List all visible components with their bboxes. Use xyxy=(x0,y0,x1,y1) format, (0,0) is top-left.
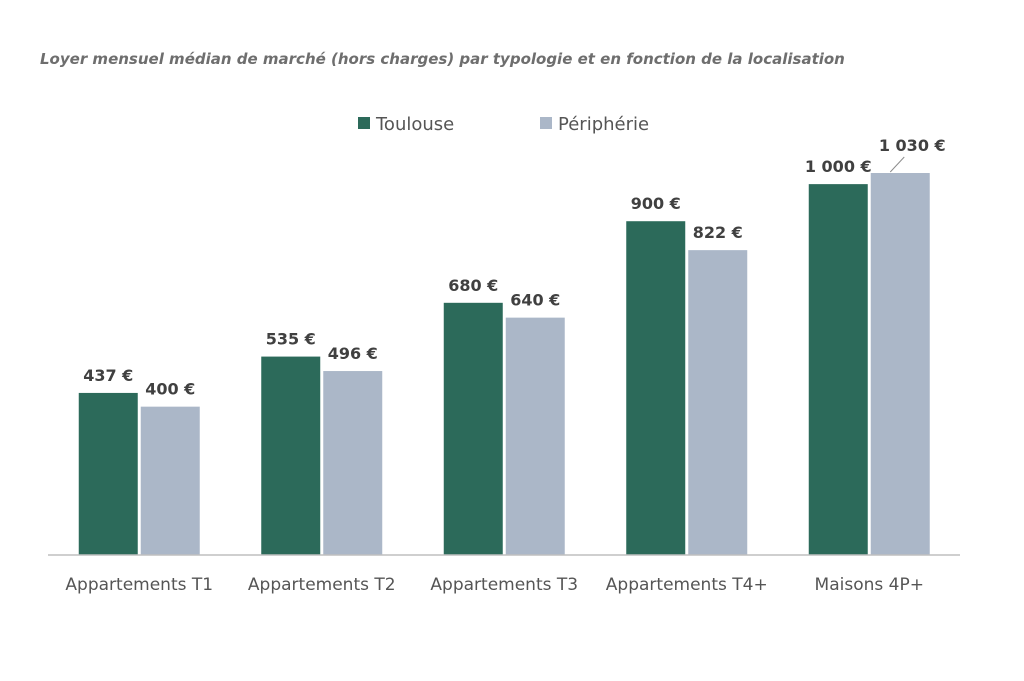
legend: Toulouse Périphérie xyxy=(358,114,649,135)
data-label-toulouse-maisons-4p: 1 000 € xyxy=(805,157,872,176)
x-tick-label-appartements-t4: Appartements T4+ xyxy=(606,575,768,595)
data-label-toulouse-appartements-t1: 437 € xyxy=(83,366,133,385)
leader-line-peripherie-maisons-4p xyxy=(889,156,905,173)
data-labels: 437 € 400 € 535 € 496 € 680 € 640 € 900 € 822 €… xyxy=(83,136,945,399)
data-label-toulouse-appartements-t2: 535 € xyxy=(266,330,316,349)
bar-toulouse-appartements-t1 xyxy=(78,392,138,555)
x-tick-label-maisons-4p: Maisons 4P+ xyxy=(815,575,924,595)
data-label-peripherie-appartements-t3: 640 € xyxy=(510,291,560,310)
x-tick-label-appartements-t1: Appartements T1 xyxy=(65,575,213,595)
bar-toulouse-appartements-t2 xyxy=(261,356,321,555)
x-tick-label-appartements-t2: Appartements T2 xyxy=(248,575,396,595)
leader-lines xyxy=(889,156,905,173)
x-tick-label-appartements-t3: Appartements T3 xyxy=(430,575,578,595)
bar-peripherie-maisons-4p xyxy=(870,173,930,555)
data-label-peripherie-appartements-t2: 496 € xyxy=(328,344,378,363)
x-tick-labels: Appartements T1 Appartements T2 Appartemen… xyxy=(65,575,924,595)
legend-label-peripherie: Périphérie xyxy=(558,114,649,135)
bar-peripherie-appartements-t3 xyxy=(505,317,565,555)
legend-swatch-toulouse xyxy=(358,117,370,129)
bars xyxy=(78,173,930,555)
bar-toulouse-appartements-t3 xyxy=(443,302,503,555)
bar-peripherie-appartements-t1 xyxy=(140,406,200,555)
data-label-peripherie-appartements-t4: 822 € xyxy=(693,223,743,242)
bar-toulouse-appartements-t4 xyxy=(626,221,686,555)
bar-peripherie-appartements-t4 xyxy=(688,250,748,555)
chart-title: Loyer mensuel médian de marché (hors cha… xyxy=(40,50,845,68)
legend-label-toulouse: Toulouse xyxy=(375,114,454,135)
data-label-toulouse-appartements-t3: 680 € xyxy=(448,276,498,295)
bar-peripherie-appartements-t2 xyxy=(323,371,383,555)
legend-swatch-peripherie xyxy=(540,117,552,129)
data-label-toulouse-appartements-t4: 900 € xyxy=(631,194,681,213)
data-label-peripherie-appartements-t1: 400 € xyxy=(145,380,195,399)
data-label-peripherie-maisons-4p: 1 030 € xyxy=(879,136,946,155)
bar-toulouse-maisons-4p xyxy=(808,184,868,555)
